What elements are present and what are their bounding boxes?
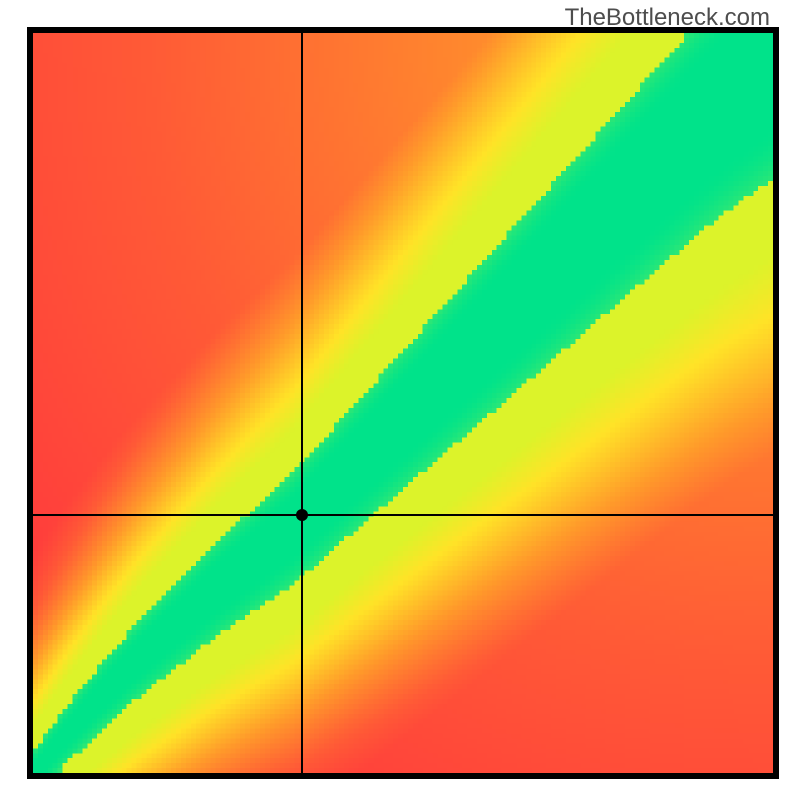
- heatmap-canvas: [33, 33, 773, 773]
- plot-border-bottom: [27, 773, 779, 779]
- plot-border-left: [27, 27, 33, 779]
- chart-container: TheBottleneck.com: [0, 0, 800, 800]
- crosshair-vertical: [301, 33, 303, 773]
- plot-border-right: [773, 27, 779, 779]
- watermark-label: TheBottleneck.com: [565, 4, 770, 32]
- crosshair-horizontal: [33, 514, 773, 516]
